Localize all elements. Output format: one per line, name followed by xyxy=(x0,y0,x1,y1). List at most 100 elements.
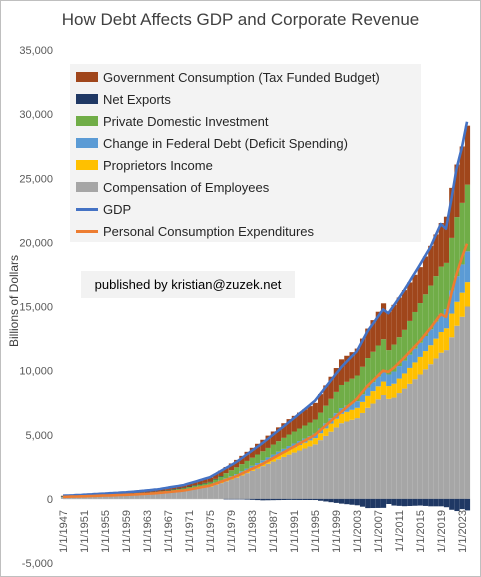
bar-compensation-of-employees xyxy=(449,337,455,499)
bar-net-exports xyxy=(333,498,339,503)
bar-change-in-federal-debt-deficit-spending xyxy=(459,264,465,293)
bar-government-consumption-tax-funded-budget xyxy=(323,385,329,406)
bar-proprietors-income xyxy=(333,418,339,428)
bar-compensation-of-employees xyxy=(344,421,350,499)
bar-compensation-of-employees xyxy=(239,475,245,499)
bar-government-consumption-tax-funded-budget xyxy=(459,146,465,203)
bar-government-consumption-tax-funded-budget xyxy=(202,478,208,483)
bar-compensation-of-employees xyxy=(338,423,345,499)
bar-net-exports xyxy=(228,498,234,500)
legend-label: Compensation of Employees xyxy=(103,179,270,195)
bar-government-consumption-tax-funded-budget xyxy=(270,431,276,445)
bar-private-domestic-investment xyxy=(422,294,429,336)
bar-private-domestic-investment xyxy=(249,457,255,466)
bar-government-consumption-tax-funded-budget xyxy=(276,427,282,442)
bar-compensation-of-employees xyxy=(464,306,471,499)
bar-proprietors-income xyxy=(443,328,450,351)
bar-proprietors-income xyxy=(349,409,355,420)
bar-compensation-of-employees xyxy=(323,435,329,499)
bar-net-exports xyxy=(144,492,151,493)
bar-change-in-federal-debt-deficit-spending xyxy=(286,446,292,450)
bar-compensation-of-employees xyxy=(454,325,460,499)
bar-net-exports xyxy=(375,498,381,508)
bar-compensation-of-employees xyxy=(118,495,124,499)
bar-proprietors-income xyxy=(302,442,308,449)
x-tick-label: 1/1/1951 xyxy=(79,510,91,553)
bar-government-consumption-tax-funded-budget xyxy=(412,274,418,312)
bar-private-domestic-investment xyxy=(433,276,439,322)
bar-private-domestic-investment xyxy=(223,473,229,479)
y-tick-label: 35,000 xyxy=(19,45,53,57)
bar-proprietors-income xyxy=(270,457,276,462)
bar-private-domestic-investment xyxy=(286,434,292,447)
bar-net-exports xyxy=(443,498,450,508)
bar-net-exports xyxy=(370,498,376,509)
bar-government-consumption-tax-funded-budget xyxy=(349,352,355,379)
bar-net-exports xyxy=(265,498,271,501)
bar-proprietors-income xyxy=(407,367,413,384)
x-tick-label: 1/1/1987 xyxy=(268,510,280,553)
bar-private-domestic-investment xyxy=(318,412,324,429)
bar-government-consumption-tax-funded-budget xyxy=(234,459,240,468)
bar-compensation-of-employees xyxy=(92,496,98,499)
legend-swatch xyxy=(76,116,98,126)
bar-change-in-federal-debt-deficit-spending xyxy=(265,457,271,461)
legend-label: Proprietors Income xyxy=(103,157,213,173)
x-tick-label: 1/1/1963 xyxy=(142,510,154,553)
bar-net-exports xyxy=(291,498,297,500)
x-tick-label: 1/1/2019 xyxy=(436,510,448,553)
legend-item-government-consumption-tax-funded-budget: Government Consumption (Tax Funded Budge… xyxy=(76,67,380,87)
bar-proprietors-income xyxy=(449,313,455,338)
x-tick-label: 1/1/1955 xyxy=(100,510,112,553)
bar-government-consumption-tax-funded-budget xyxy=(396,297,402,338)
bar-government-consumption-tax-funded-budget xyxy=(401,290,408,330)
bar-private-domestic-investment xyxy=(443,262,450,310)
bar-net-exports xyxy=(422,498,429,506)
bar-government-consumption-tax-funded-budget xyxy=(454,164,460,218)
bar-private-domestic-investment xyxy=(354,375,360,402)
bar-government-consumption-tax-funded-budget xyxy=(255,443,261,455)
bar-change-in-federal-debt-deficit-spending xyxy=(464,251,471,283)
bar-government-consumption-tax-funded-budget xyxy=(291,415,297,432)
bar-change-in-federal-debt-deficit-spending xyxy=(239,471,245,473)
bar-compensation-of-employees xyxy=(375,399,381,499)
bar-compensation-of-employees xyxy=(365,407,371,499)
bar-change-in-federal-debt-deficit-spending xyxy=(281,448,287,453)
bar-compensation-of-employees xyxy=(207,486,213,499)
bar-compensation-of-employees xyxy=(102,496,109,499)
legend-swatch xyxy=(76,229,98,233)
bar-change-in-federal-debt-deficit-spending xyxy=(428,329,434,346)
bar-net-exports xyxy=(181,487,187,489)
bar-net-exports xyxy=(391,498,397,506)
bar-change-in-federal-debt-deficit-spending xyxy=(433,321,439,339)
bar-private-domestic-investment xyxy=(244,460,250,469)
bar-change-in-federal-debt-deficit-spending xyxy=(354,401,360,408)
x-tick-label: 1/1/1971 xyxy=(184,510,196,553)
bar-net-exports xyxy=(239,498,245,500)
bar-government-consumption-tax-funded-budget xyxy=(218,470,224,477)
bar-compensation-of-employees xyxy=(113,495,119,499)
bar-government-consumption-tax-funded-budget xyxy=(281,423,287,438)
bar-compensation-of-employees xyxy=(328,431,334,499)
bar-government-consumption-tax-funded-budget xyxy=(433,234,439,277)
bar-private-domestic-investment xyxy=(412,311,418,349)
x-tick-label: 1/1/1999 xyxy=(331,510,343,553)
bar-compensation-of-employees xyxy=(181,490,187,499)
bar-proprietors-income xyxy=(422,351,429,370)
y-axis-label: Billions of Dollars xyxy=(7,255,21,347)
bar-compensation-of-employees xyxy=(302,448,308,499)
bar-government-consumption-tax-funded-budget xyxy=(192,481,198,486)
bar-government-consumption-tax-funded-budget xyxy=(265,435,271,448)
bar-net-exports xyxy=(449,498,455,510)
bar-net-exports xyxy=(255,498,261,501)
bar-proprietors-income xyxy=(401,373,408,389)
bar-proprietors-income xyxy=(464,282,471,307)
publisher-annotation: published by kristian@zuzek.net xyxy=(81,271,295,298)
bar-net-exports xyxy=(202,482,208,484)
bar-net-exports xyxy=(176,488,182,489)
bar-government-consumption-tax-funded-budget xyxy=(386,311,392,351)
y-tick-label: 0 xyxy=(47,494,53,506)
x-tick-label: 1/1/1947 xyxy=(58,510,70,553)
bar-private-domestic-investment xyxy=(171,489,177,491)
bar-net-exports xyxy=(234,498,240,500)
